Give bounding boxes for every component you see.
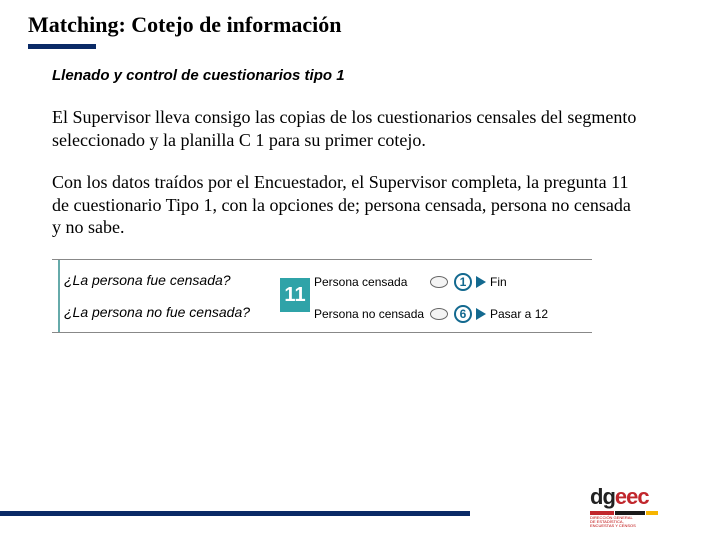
option-label: Persona no censada xyxy=(314,307,426,321)
paragraph-2: Con los datos traídos por el Encuestador… xyxy=(52,171,644,239)
question-figure: ¿La persona fue censada? ¿La persona no … xyxy=(52,259,592,333)
option-code: 1 xyxy=(454,273,472,291)
paragraph-1: El Supervisor lleva consigo las copias d… xyxy=(52,106,644,151)
figure-question-1: ¿La persona fue censada? xyxy=(64,272,231,288)
figure-question-2: ¿La persona no fue censada? xyxy=(64,304,250,320)
slide-title: Matching: Cotejo de información xyxy=(28,12,692,38)
option-row-1: Persona censada 1 Fin xyxy=(314,268,592,296)
option-code: 6 xyxy=(454,305,472,323)
logo-text-dark: dg xyxy=(590,484,615,510)
bubble-icon xyxy=(430,308,448,320)
bubble-icon xyxy=(430,276,448,288)
question-number-box: 11 xyxy=(280,278,310,312)
arrow-right-icon xyxy=(476,308,486,320)
slide-subtitle: Llenado y control de cuestionarios tipo … xyxy=(52,67,692,84)
logo-subtext: DIRECCIÓN GENERAL DE ESTADÍSTICA, ENCUES… xyxy=(590,516,686,528)
option-goto: Pasar a 12 xyxy=(490,307,548,321)
option-label: Persona censada xyxy=(314,275,426,289)
footer-accent-line xyxy=(0,511,470,516)
option-goto: Fin xyxy=(490,275,507,289)
dgeec-logo: dgeec DIRECCIÓN GENERAL DE ESTADÍSTICA, … xyxy=(590,484,686,528)
title-underline xyxy=(28,44,96,49)
logo-text-red: eec xyxy=(615,484,649,510)
option-row-2: Persona no censada 6 Pasar a 12 xyxy=(314,300,592,328)
arrow-right-icon xyxy=(476,276,486,288)
